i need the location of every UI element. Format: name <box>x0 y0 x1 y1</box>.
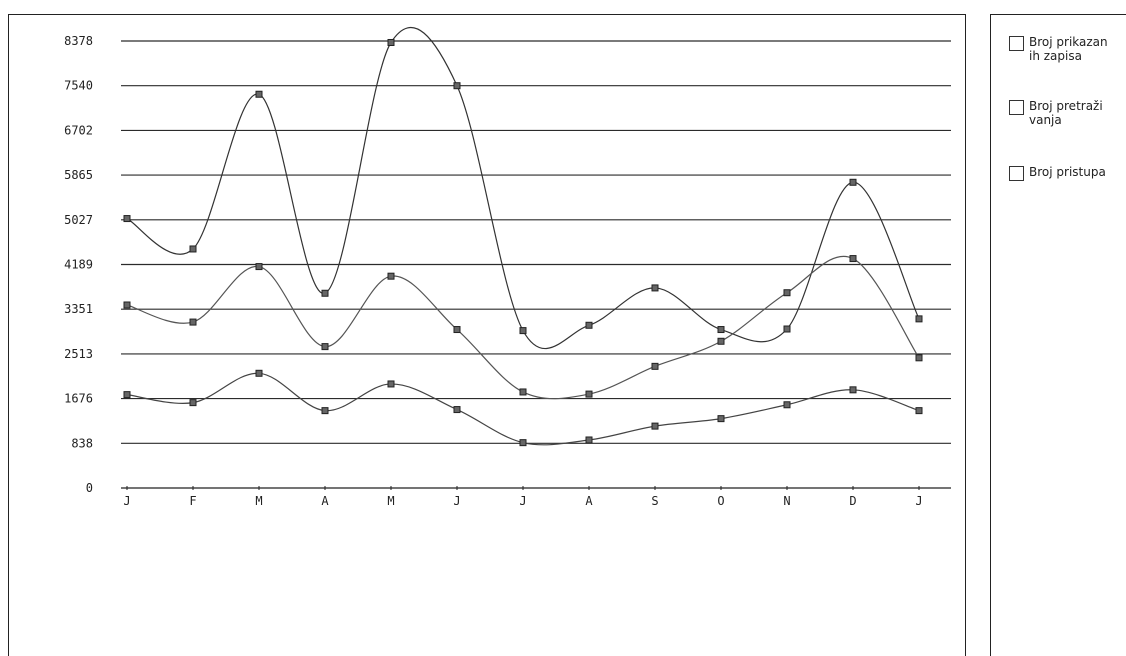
x-tick-label: J <box>915 494 922 508</box>
y-tick-label: 5865 <box>64 168 93 182</box>
data-point <box>123 391 131 399</box>
data-point <box>519 439 527 447</box>
data-point <box>519 327 527 335</box>
legend-item-prikazanih-zapisa[interactable]: Broj prikazanih zapisa <box>1009 35 1119 63</box>
data-point <box>915 354 923 362</box>
data-point <box>849 255 857 263</box>
legend-label: Broj prikazanih zapisa <box>1029 35 1108 63</box>
data-point <box>387 380 395 388</box>
data-point <box>123 301 131 309</box>
data-point <box>321 407 329 415</box>
series-line <box>126 372 920 446</box>
x-tick-label: N <box>783 494 790 508</box>
data-point <box>255 263 263 271</box>
y-tick-label: 3351 <box>64 302 93 316</box>
data-point <box>651 422 659 430</box>
x-tick-label: S <box>651 494 658 508</box>
x-tick-label: J <box>453 494 460 508</box>
data-point <box>585 436 593 444</box>
data-point <box>585 321 593 329</box>
legend-label: Broj pristupa <box>1029 165 1106 179</box>
x-tick-label: M <box>387 494 394 508</box>
data-point <box>651 284 659 292</box>
legend-item-pretrazivanja[interactable]: Broj pretraživanja <box>1009 99 1119 127</box>
y-tick-label: 1676 <box>64 392 93 406</box>
data-point <box>321 289 329 297</box>
data-point <box>651 362 659 370</box>
y-tick-label: 838 <box>71 436 93 450</box>
data-point <box>717 415 725 423</box>
y-tick-label: 7540 <box>64 79 93 93</box>
legend-checkbox[interactable] <box>1009 100 1024 115</box>
legend-panel: Broj prikazanih zapisa Broj pretraživanj… <box>990 14 1126 656</box>
data-point <box>255 90 263 98</box>
y-tick-label: 2513 <box>64 347 93 361</box>
data-point <box>189 318 197 326</box>
chart-panel: 0 838 1676 2513 3351 4189 5027 5865 6702 7540 8378… <box>8 14 966 656</box>
x-tick-label: J <box>123 494 130 508</box>
legend-checkbox[interactable] <box>1009 166 1024 181</box>
line-chart: 0 838 1676 2513 3351 4189 5027 5865 6702 7540 8378… <box>64 27 951 508</box>
data-point <box>585 390 593 398</box>
legend-checkbox[interactable] <box>1009 36 1024 51</box>
y-tick-label: 6702 <box>64 123 93 137</box>
data-point <box>189 399 197 407</box>
legend-item-pristupa[interactable]: Broj pristupa <box>1009 165 1119 181</box>
data-point <box>123 215 131 223</box>
x-tick-label: A <box>585 494 593 508</box>
series-line <box>126 27 920 350</box>
legend-label: Broj pretraživanja <box>1029 99 1103 127</box>
data-point <box>453 326 461 334</box>
y-tick-label: 0 <box>86 481 93 495</box>
x-tick-label: M <box>255 494 262 508</box>
data-point <box>849 178 857 186</box>
data-point <box>915 407 923 415</box>
data-point <box>849 386 857 394</box>
data-point <box>453 406 461 414</box>
data-point <box>783 325 791 333</box>
data-point <box>783 401 791 409</box>
x-tick-label: F <box>189 494 196 508</box>
data-point <box>387 38 395 46</box>
data-point <box>717 337 725 345</box>
x-tick-label: A <box>321 494 329 508</box>
data-point <box>189 245 197 253</box>
x-tick-label: D <box>849 494 856 508</box>
y-tick-label: 8378 <box>64 34 93 48</box>
data-point <box>519 388 527 396</box>
data-point <box>321 343 329 351</box>
data-point <box>387 272 395 280</box>
data-point <box>255 369 263 377</box>
data-point <box>783 289 791 297</box>
x-tick-label: J <box>519 494 526 508</box>
y-tick-label: 4189 <box>64 258 93 272</box>
x-tick-label: O <box>717 494 724 508</box>
data-point <box>453 82 461 90</box>
y-tick-label: 5027 <box>64 213 93 227</box>
data-point <box>915 315 923 323</box>
data-point <box>717 326 725 334</box>
